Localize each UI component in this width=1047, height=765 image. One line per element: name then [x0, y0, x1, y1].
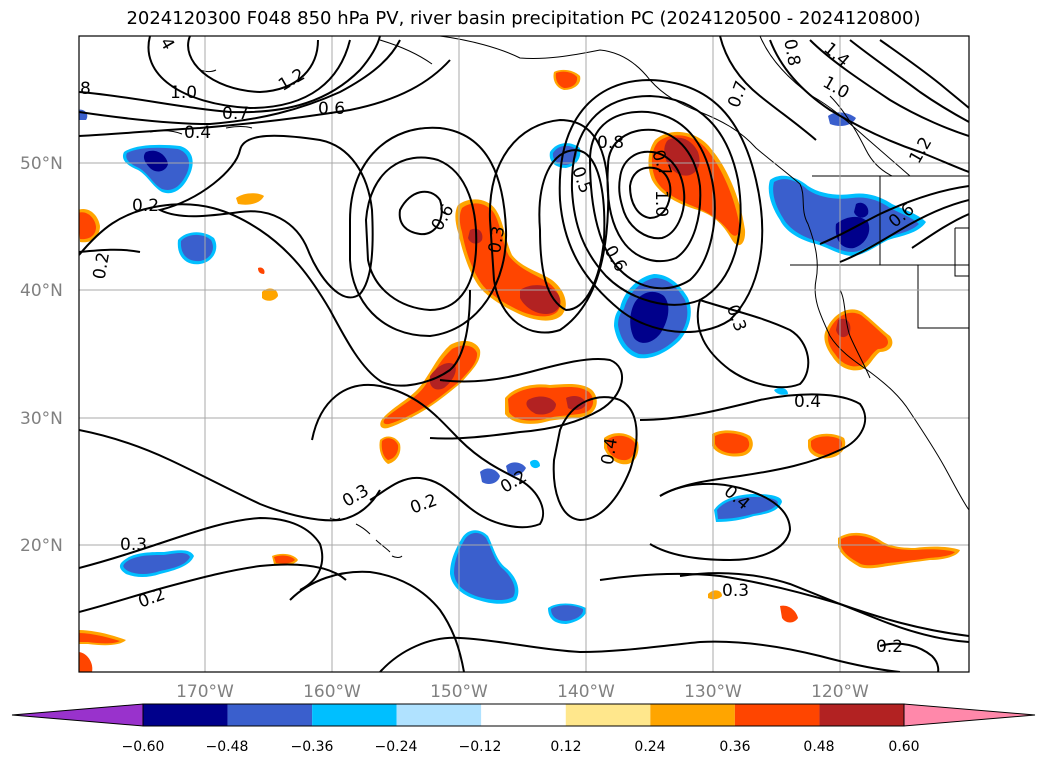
contour-label: 0.8	[779, 38, 803, 68]
colorbar-segment	[312, 704, 397, 726]
lon-tick-label: 170°W	[176, 682, 234, 702]
coastlines	[149, 36, 969, 558]
colorbar-tick-label: −0.12	[459, 739, 502, 755]
contour-label: 1.0	[170, 83, 197, 103]
contour-label: 0.2	[876, 637, 903, 657]
contour-label: 0.8	[597, 133, 624, 153]
colorbar-segment	[227, 704, 313, 726]
colorbar-tick-label: −0.24	[375, 739, 418, 755]
colorbar-tick-label: −0.60	[122, 739, 165, 755]
contour-label: 0.7	[222, 104, 249, 124]
colorbar-tick-labels: −0.60 −0.48 −0.36 −0.24 −0.12 0.12 0.24 …	[122, 739, 920, 755]
colorbar-segment	[734, 704, 820, 726]
precip-area-red-118w-18n	[838, 532, 960, 569]
pv-contours	[79, 36, 969, 672]
contour-label: 0.6	[318, 99, 345, 119]
colorbar-segment	[396, 704, 482, 726]
colorbar-outline	[142, 703, 905, 727]
colorbar	[11, 703, 1036, 727]
colorbar-segment	[819, 704, 904, 726]
contour-label: 1.0	[651, 190, 671, 217]
colorbar-segment	[650, 704, 735, 726]
contour-label: 0.3	[722, 581, 749, 601]
lon-tick-label: 130°W	[684, 682, 742, 702]
contour-label: 0.2	[132, 196, 159, 216]
colorbar-tick-label: −0.36	[291, 739, 334, 755]
longitude-labels: 170°W 160°W 150°W 140°W 130°W 120°W	[176, 682, 869, 702]
map-title: 2024120300 F048 850 hPa PV, river basin …	[126, 8, 921, 29]
colorbar-segment	[565, 704, 651, 726]
colorbar-tick-label: 0.12	[550, 739, 581, 755]
contour-label: 0.4	[598, 436, 622, 466]
colorbar-tick-label: 0.60	[888, 739, 919, 755]
contour-label: 0.2	[90, 251, 114, 281]
precip-area-blue-122w-47n	[768, 175, 926, 256]
map-area: 4 8 1.0 1.2 0.7 0.6 0.4 0.2 0.2 0.6 0.3 …	[79, 36, 969, 672]
colorbar-segment	[143, 704, 228, 726]
precip-area-blue-147w-18n	[450, 530, 519, 604]
latitude-labels: 50°N 40°N 30°N 20°N	[20, 154, 63, 556]
lon-tick-label: 120°W	[811, 682, 869, 702]
colorbar-tick-label: 0.48	[803, 739, 834, 755]
contour-label: 0.3	[120, 535, 147, 555]
colorbar-segment	[481, 704, 566, 726]
lon-tick-label: 150°W	[430, 682, 488, 702]
contour-label: 0.3	[485, 225, 509, 255]
precip-area-red-143w-31n	[505, 384, 597, 424]
precip-area-red-160w-50n	[648, 131, 746, 246]
contour-label: 8	[80, 79, 91, 99]
positive-precip-areas	[79, 69, 960, 672]
lat-tick-label: 40°N	[20, 281, 63, 301]
map-border	[78, 35, 970, 673]
colorbar-tick-label: 0.36	[719, 739, 750, 755]
colorbar-extend-min	[11, 703, 144, 727]
colorbar-tick-label: −0.48	[206, 739, 249, 755]
lat-tick-label: 50°N	[20, 154, 63, 174]
gridlines	[79, 36, 969, 672]
lat-tick-label: 20°N	[20, 536, 63, 556]
contour-label: 0.4	[794, 392, 821, 412]
colorbar-tick-label: 0.24	[634, 739, 665, 755]
colorbar-extend-max	[903, 703, 1036, 727]
contour-label: 0.4	[184, 123, 211, 143]
lat-tick-label: 30°N	[20, 409, 63, 429]
lon-tick-label: 140°W	[557, 682, 615, 702]
precip-area-red-small-cluster	[79, 69, 846, 672]
lon-tick-label: 160°W	[303, 682, 361, 702]
